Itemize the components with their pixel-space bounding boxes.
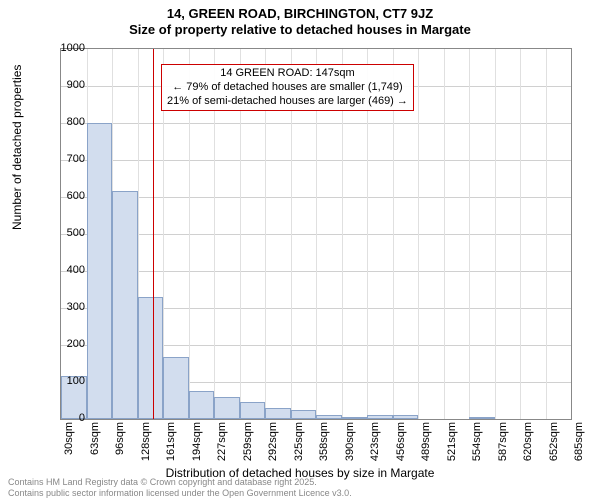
reference-line: [153, 49, 154, 419]
x-tick-label: 161sqm: [165, 422, 177, 461]
x-tick-label: 587sqm: [497, 422, 509, 461]
histogram-bar: [214, 397, 240, 419]
x-tick-label: 194sqm: [191, 422, 203, 461]
x-tick-label: 259sqm: [242, 422, 254, 461]
histogram-bar: [189, 391, 215, 419]
plot-area: 14 GREEN ROAD: 147sqm← 79% of detached h…: [60, 48, 572, 420]
y-tick-label: 1000: [61, 42, 85, 54]
footer-attribution: Contains HM Land Registry data © Crown c…: [8, 477, 352, 498]
chart-title-line1: 14, GREEN ROAD, BIRCHINGTON, CT7 9JZ: [0, 0, 600, 22]
x-tick-label: 456sqm: [395, 422, 407, 461]
histogram-bar: [367, 415, 393, 419]
y-axis-label: Number of detached properties: [10, 65, 24, 230]
footer-line2: Contains public sector information licen…: [8, 488, 352, 498]
chart-title-line2: Size of property relative to detached ho…: [0, 22, 600, 38]
x-tick-label: 325sqm: [293, 422, 305, 461]
x-tick-label: 63sqm: [89, 422, 101, 455]
histogram-bar: [163, 357, 189, 419]
histogram-bar: [240, 402, 266, 419]
x-tick-label: 521sqm: [446, 422, 458, 461]
x-tick-label: 227sqm: [216, 422, 228, 461]
annotation-line3: 21% of semi-detached houses are larger (…: [167, 95, 408, 109]
x-tick-label: 358sqm: [318, 422, 330, 461]
histogram-bar: [393, 415, 419, 419]
y-tick-label: 700: [67, 153, 85, 165]
x-tick-label: 652sqm: [548, 422, 560, 461]
y-tick-label: 500: [67, 227, 85, 239]
x-tick-label: 30sqm: [63, 422, 75, 455]
x-tick-label: 96sqm: [114, 422, 126, 455]
x-tick-label: 489sqm: [420, 422, 432, 461]
histogram-bar: [316, 415, 342, 419]
x-tick-label: 292sqm: [267, 422, 279, 461]
x-tick-label: 390sqm: [344, 422, 356, 461]
histogram-bar: [87, 123, 113, 419]
histogram-bar: [265, 408, 291, 419]
y-tick-label: 200: [67, 338, 85, 350]
x-tick-label: 554sqm: [471, 422, 483, 461]
histogram-bar: [138, 297, 164, 419]
chart-container: 14, GREEN ROAD, BIRCHINGTON, CT7 9JZ Siz…: [0, 0, 600, 500]
y-tick-label: 900: [67, 79, 85, 91]
x-tick-label: 685sqm: [573, 422, 585, 461]
y-tick-label: 300: [67, 301, 85, 313]
y-tick-label: 100: [67, 375, 85, 387]
footer-line1: Contains HM Land Registry data © Crown c…: [8, 477, 352, 487]
y-tick-label: 0: [79, 412, 85, 424]
histogram-bar: [342, 417, 368, 419]
annotation-line2: ← 79% of detached houses are smaller (1,…: [167, 81, 408, 95]
histogram-bar: [112, 191, 138, 419]
x-tick-label: 620sqm: [522, 422, 534, 461]
y-tick-label: 600: [67, 190, 85, 202]
annotation-box: 14 GREEN ROAD: 147sqm← 79% of detached h…: [161, 64, 414, 111]
histogram-bar: [469, 417, 495, 419]
y-tick-label: 800: [67, 116, 85, 128]
x-tick-label: 423sqm: [369, 422, 381, 461]
annotation-line1: 14 GREEN ROAD: 147sqm: [167, 67, 408, 81]
y-tick-label: 400: [67, 264, 85, 276]
histogram-bar: [291, 410, 317, 419]
x-tick-label: 128sqm: [140, 422, 152, 461]
